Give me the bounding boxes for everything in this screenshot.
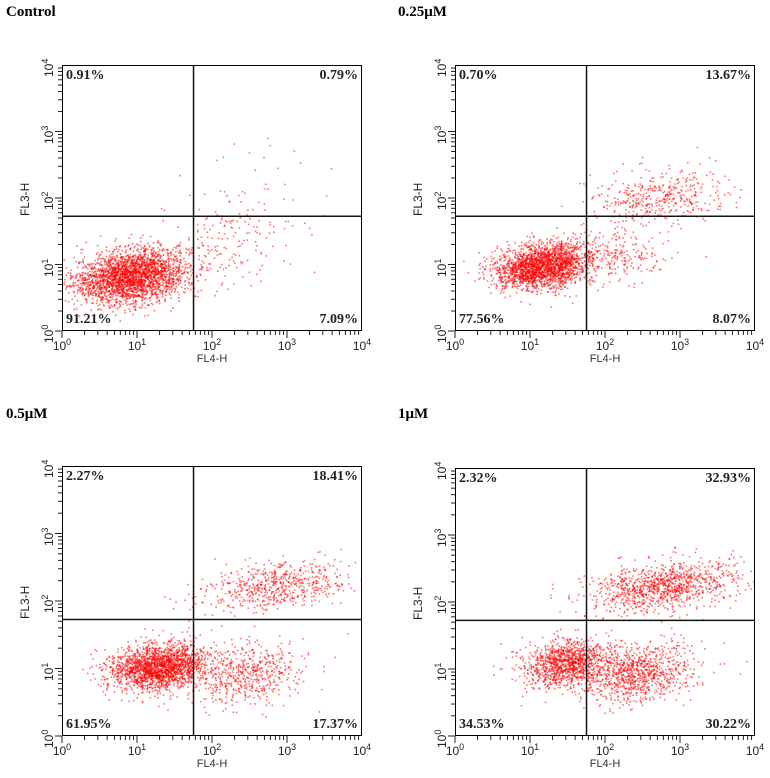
quadrant-label-ul: 0.91% (66, 68, 105, 83)
y-tick-label: 102 (433, 595, 449, 614)
panel-title: 0.5μM (6, 406, 48, 422)
quadrant-label-ur: 32.93% (705, 471, 752, 486)
y-tick-label: 104 (40, 459, 56, 478)
y-tick-label: 101 (433, 258, 449, 277)
x-tick-label: 101 (127, 742, 147, 758)
x-tick-label: 100 (445, 337, 465, 353)
y-tick-label: 101 (433, 662, 449, 681)
x-tick-label: 103 (670, 742, 690, 758)
y-tick-label: 100 (40, 729, 56, 748)
scatter-plot-area: 0.70% 13.67% 77.56% 8.07% (455, 65, 755, 331)
y-tick-label: 104 (40, 58, 56, 77)
quadrant-label-ll: 91.21% (66, 312, 112, 327)
scatter-plot-area: 2.32% 32.93% 34.53% 30.22% (455, 468, 755, 736)
scatter-points (63, 467, 361, 735)
x-tick-label: 100 (52, 742, 72, 758)
x-tick-label: 101 (520, 337, 540, 353)
y-tick-label: 102 (433, 191, 449, 210)
panel-title: Control (6, 4, 56, 20)
scatter-points (456, 469, 754, 735)
y-tick-label: 100 (40, 324, 56, 343)
x-tick-label: 101 (127, 337, 147, 353)
y-tick-label: 103 (40, 527, 56, 546)
x-axis-label: FL4-H (196, 758, 228, 770)
y-tick-label: 101 (40, 662, 56, 681)
scatter-points (456, 66, 754, 330)
x-tick-label: 103 (670, 337, 690, 353)
axis-tick-marks (448, 470, 753, 743)
x-tick-label: 100 (445, 742, 465, 758)
quadrant-label-lr: 8.07% (712, 312, 752, 327)
panel-title: 1μM (398, 406, 429, 422)
quadrant-label-ul: 2.32% (459, 471, 498, 486)
scatter-plot-area: 2.27% 18.41% 61.95% 17.37% (62, 466, 362, 736)
y-tick-label: 102 (40, 594, 56, 613)
x-tick-label: 104 (745, 742, 765, 758)
y-tick-label: 104 (433, 461, 449, 480)
x-tick-label: 101 (520, 742, 540, 758)
axis-tick-marks (55, 67, 360, 338)
y-axis-label: FL3-H (18, 182, 32, 216)
quadrant-label-ur: 18.41% (312, 469, 359, 484)
quadrant-label-ll: 34.53% (459, 717, 505, 732)
axis-tick-marks (448, 67, 753, 338)
quadrant-label-ll: 61.95% (66, 717, 112, 732)
quadrant-label-ur: 13.67% (705, 68, 752, 83)
x-tick-label: 104 (352, 742, 372, 758)
x-axis-label: FL4-H (589, 353, 621, 365)
y-axis-label: FL3-H (18, 585, 32, 619)
axis-tick-marks (55, 468, 360, 743)
y-tick-label: 104 (433, 58, 449, 77)
y-tick-label: 103 (40, 125, 56, 144)
x-tick-label: 100 (52, 337, 72, 353)
y-tick-label: 100 (433, 729, 449, 748)
x-tick-label: 102 (595, 742, 615, 758)
quadrant-label-ur: 0.79% (319, 68, 359, 83)
y-tick-label: 101 (40, 258, 56, 277)
scatter-points (63, 66, 361, 330)
x-tick-label: 104 (745, 337, 765, 353)
scatter-plot-area: 0.91% 0.79% 91.21% 7.09% (62, 65, 362, 331)
y-axis-label: FL3-H (411, 182, 425, 216)
quadrant-label-lr: 17.37% (312, 717, 359, 732)
x-tick-label: 102 (202, 742, 222, 758)
y-tick-label: 100 (433, 324, 449, 343)
x-axis-label: FL4-H (196, 353, 228, 365)
x-tick-label: 102 (202, 337, 222, 353)
x-tick-label: 103 (277, 742, 297, 758)
quadrant-label-lr: 30.22% (705, 717, 752, 732)
y-tick-label: 103 (433, 528, 449, 547)
y-tick-label: 103 (433, 125, 449, 144)
quadrant-label-ul: 0.70% (459, 68, 498, 83)
quadrant-label-ll: 77.56% (459, 312, 505, 327)
x-tick-label: 103 (277, 337, 297, 353)
x-tick-label: 104 (352, 337, 372, 353)
y-tick-label: 102 (40, 191, 56, 210)
quadrant-label-ul: 2.27% (66, 469, 105, 484)
y-axis-label: FL3-H (411, 586, 425, 620)
quadrant-label-lr: 7.09% (319, 312, 359, 327)
x-axis-label: FL4-H (589, 758, 621, 770)
x-tick-label: 102 (595, 337, 615, 353)
panel-title: 0.25μM (398, 4, 447, 20)
